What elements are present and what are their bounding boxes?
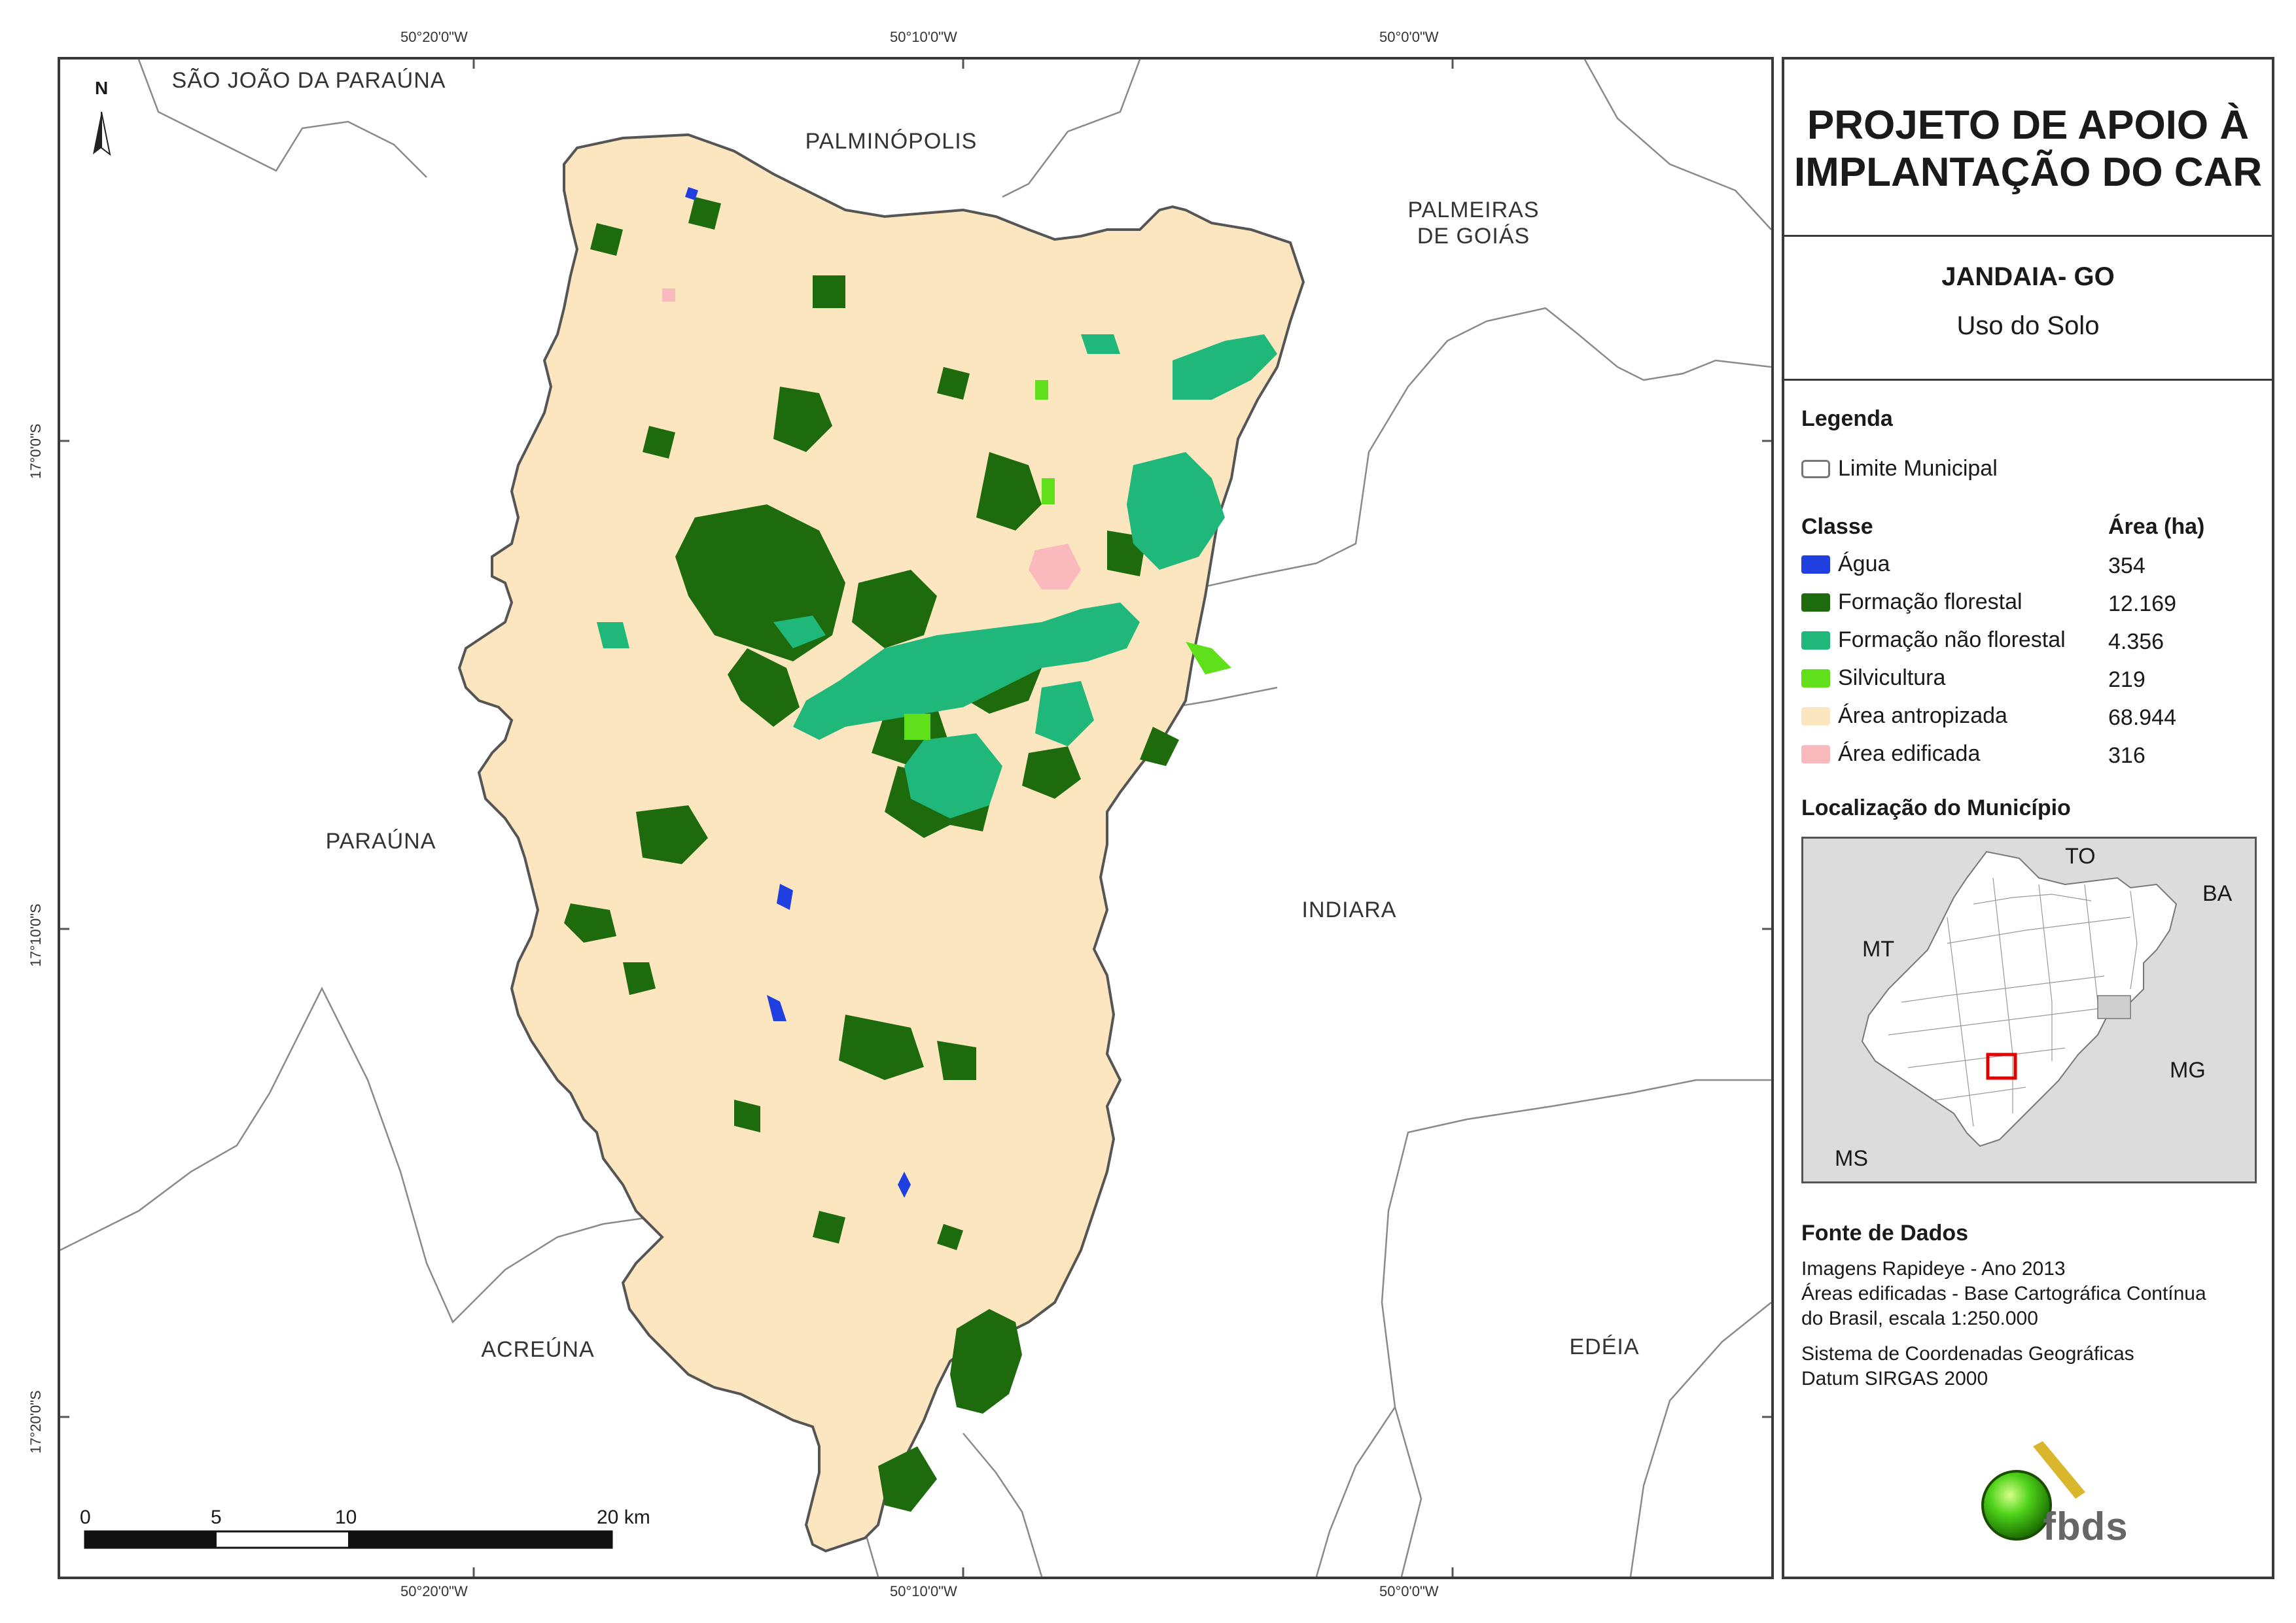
class-label-agua: Água [1838, 551, 1890, 576]
swatch-silvicultura [1801, 669, 1830, 688]
boundary-swatch [1801, 460, 1830, 478]
source-lines: Imagens Rapideye - Ano 2013 Áreas edific… [1801, 1257, 2259, 1331]
coord-bottom-2: 50°10'0"W [890, 1583, 957, 1599]
coord-top-2: 50°10'0"W [890, 29, 957, 45]
coord-left-3: 17°20'0"S [27, 1390, 44, 1454]
panel-title: PROJETO DE APOIO À IMPLANTAÇÃO DO CAR [1784, 102, 2272, 196]
place-parauna: PARAÚNA [325, 829, 436, 854]
location-heading: Localização do Município [1801, 795, 2071, 820]
inset-label-ms: MS [1835, 1146, 1868, 1171]
map-frame: N SÃO JOÃO DA PARAÚNA PALMINÓPOLIS PALME… [58, 57, 1774, 1579]
place-sao-joao-da-parauna: SÃO JOÃO DA PARAÚNA [171, 68, 446, 93]
swatch-area-antropizada [1801, 707, 1830, 725]
coord-top-1: 50°20'0"W [400, 29, 468, 45]
scale-bar [84, 1530, 613, 1549]
coord-left-1: 17°0'0"S [27, 423, 44, 479]
class-label-formacao-florestal: Formação florestal [1838, 589, 2022, 614]
place-palminopolis: PALMINÓPOLIS [805, 129, 978, 154]
title-line-1: PROJETO DE APOIO À [1807, 103, 2250, 148]
class-area-formacao-florestal: 12.169 [2108, 591, 2176, 616]
swatch-formacao-nao-florestal [1801, 631, 1830, 650]
fbds-logo-text: fbds [2043, 1505, 2128, 1548]
source-heading: Fonte de Dados [1801, 1221, 1969, 1246]
scale-label-0: 0 [80, 1507, 91, 1528]
inset-label-to: TO [2065, 844, 2096, 869]
class-label-formacao-nao-florestal: Formação não florestal [1838, 627, 2066, 652]
scale-label-20: 20 km [597, 1507, 650, 1528]
class-label-area-antropizada: Área antropizada [1838, 703, 2007, 728]
swatch-agua [1801, 555, 1830, 574]
map-canvas [60, 60, 1771, 1577]
place-palmeiras-line-2: DE GOIÁS [1417, 224, 1530, 249]
coord-bottom-1: 50°20'0"W [400, 1583, 468, 1599]
crs-line-1: Sistema de Coordenadas Geográficas [1801, 1343, 2134, 1365]
inset-label-ba: BA [2202, 881, 2233, 906]
class-area-area-edificada: 316 [2108, 743, 2146, 768]
class-label-silvicultura: Silvicultura [1838, 665, 1946, 690]
separator [1784, 379, 2272, 381]
place-acreuna: ACREÚNA [481, 1337, 595, 1362]
class-heading: Classe [1801, 514, 1873, 539]
class-area-agua: 354 [2108, 553, 2146, 578]
coord-top-3: 50°0'0"W [1379, 29, 1439, 45]
north-label: N [95, 78, 109, 98]
scale-label-10: 10 [335, 1507, 357, 1528]
source-line-3: do Brasil, escala 1:250.000 [1801, 1308, 2038, 1329]
class-area-silvicultura: 219 [2108, 667, 2146, 692]
municipality-polygon [457, 133, 1305, 1553]
inset-location-marker [1986, 1053, 2017, 1080]
crs-lines: Sistema de Coordenadas Geográficas Datum… [1801, 1342, 2259, 1391]
source-line-1: Imagens Rapideye - Ano 2013 [1801, 1258, 2066, 1280]
place-indiara: INDIARA [1301, 898, 1397, 922]
place-palmeiras-line-1: PALMEIRAS [1407, 198, 1540, 222]
legend-panel: PROJETO DE APOIO À IMPLANTAÇÃO DO CAR JA… [1782, 57, 2274, 1579]
inset-locator-map: TO BA MT MG MS [1801, 837, 2257, 1183]
scale-label-5: 5 [211, 1507, 222, 1528]
title-line-2: IMPLANTAÇÃO DO CAR [1793, 150, 2263, 195]
class-label-area-edificada: Área edificada [1838, 741, 1981, 766]
place-palmeiras-de-goias: PALMEIRAS DE GOIÁS [1395, 197, 1552, 249]
separator [1784, 235, 2272, 237]
inset-label-mt: MT [1862, 937, 1895, 962]
swatch-area-edificada [1801, 745, 1830, 763]
area-heading: Área (ha) [2108, 514, 2205, 539]
swatch-formacao-florestal [1801, 593, 1830, 612]
legend-heading: Legenda [1801, 406, 1893, 431]
coord-bottom-3: 50°0'0"W [1379, 1583, 1439, 1599]
map-theme: Uso do Solo [1956, 311, 2100, 340]
north-arrow-icon [93, 111, 111, 156]
inset-map-drawing [1861, 850, 2178, 1147]
class-area-formacao-nao-florestal: 4.356 [2108, 629, 2164, 654]
source-line-2: Áreas edificadas - Base Cartográfica Con… [1801, 1283, 2206, 1304]
boundary-label: Limite Municipal [1838, 456, 1998, 481]
municipality-name: JANDAIA- GO [1941, 262, 2115, 291]
place-edeia: EDÉIA [1569, 1335, 1640, 1359]
inset-label-mg: MG [2170, 1058, 2206, 1083]
class-area-area-antropizada: 68.944 [2108, 705, 2176, 730]
fbds-logo: fbds [1945, 1433, 2128, 1558]
crs-line-2: Datum SIRGAS 2000 [1801, 1368, 1988, 1389]
fbds-logo-mark [1981, 1441, 2085, 1541]
coord-left-2: 17°10'0"S [27, 903, 44, 967]
